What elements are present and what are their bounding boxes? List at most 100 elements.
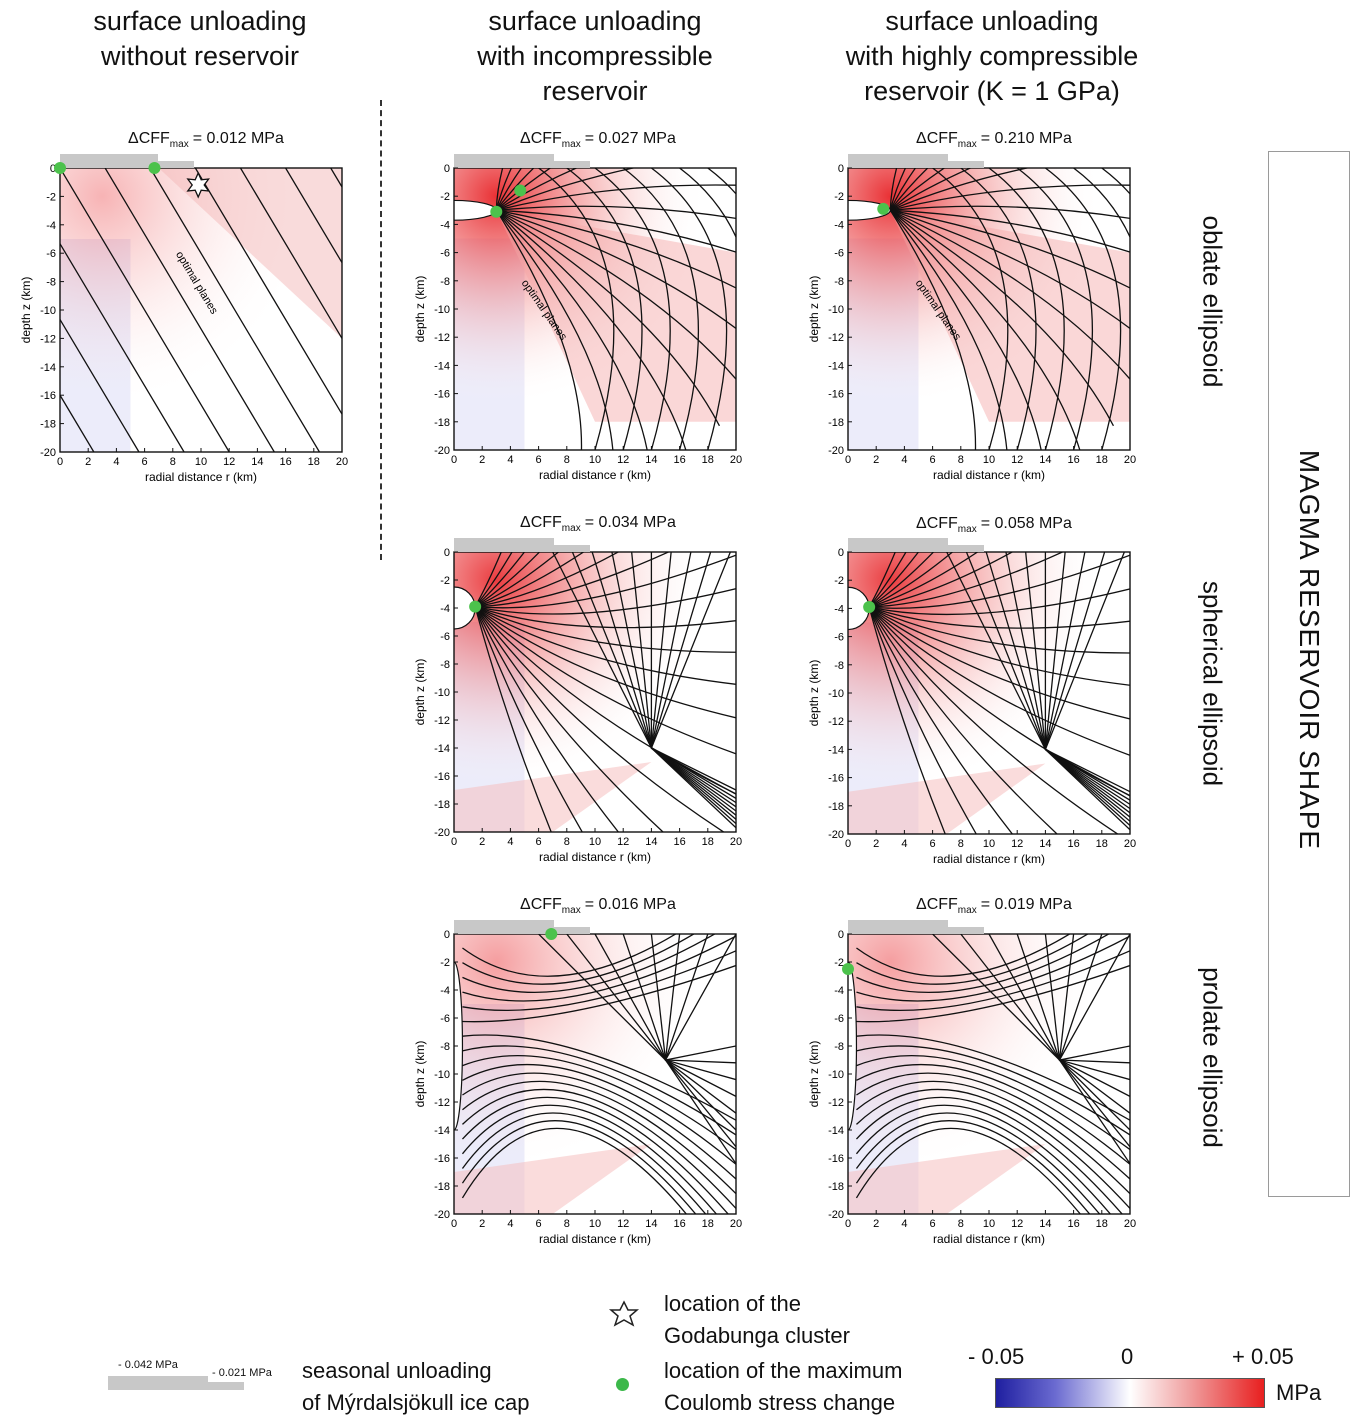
y-tick-label: -16	[828, 1153, 844, 1165]
ice-label-1: - 0.042 MPa	[118, 1359, 178, 1371]
y-tick-label: -20	[828, 1209, 844, 1221]
y-tick-label: -4	[834, 603, 844, 615]
x-tick-label: 16	[673, 454, 685, 466]
x-tick-label: 18	[1096, 1218, 1108, 1230]
y-axis-label: depth z (km)	[413, 276, 427, 343]
x-tick-label: 6	[930, 454, 936, 466]
column-separator	[380, 100, 382, 560]
godabunga-star-icon	[186, 171, 210, 199]
x-tick-label: 16	[673, 836, 685, 848]
y-tick-label: -10	[40, 305, 56, 317]
x-tick-label: 18	[702, 454, 714, 466]
cff-value: = 0.012 MPa	[192, 130, 284, 147]
cff-subscript: max	[957, 905, 977, 917]
row-label-spherical: spherical ellipsoid	[1197, 580, 1228, 787]
max-stress-dot	[863, 600, 876, 613]
max-stress-dot	[490, 205, 503, 218]
x-tick-label: 0	[451, 454, 457, 466]
y-tick-label: -16	[828, 773, 844, 785]
y-tick-label: -4	[440, 985, 450, 997]
column-title-no-reservoir: surface unloading without reservoir	[93, 6, 307, 71]
x-tick-label: 4	[901, 838, 907, 850]
x-tick-label: 14	[1039, 1218, 1051, 1230]
cff-subscript: max	[561, 905, 581, 917]
x-tick-label: 8	[170, 456, 176, 468]
x-tick-label: 18	[702, 1218, 714, 1230]
y-tick-label: -18	[434, 799, 450, 811]
cff-symbol: ΔCFF	[916, 896, 958, 913]
ice-load-bar-thin	[554, 927, 590, 934]
y-tick-label: -18	[40, 419, 56, 431]
max-stress-dot	[877, 202, 890, 215]
cff-subscript: max	[957, 139, 977, 151]
x-tick-label: 10	[589, 454, 601, 466]
cff-value: = 0.019 MPa	[980, 896, 1072, 913]
y-tick-label: -14	[828, 360, 844, 372]
y-tick-label: -2	[440, 575, 450, 587]
x-tick-label: 0	[451, 1218, 457, 1230]
ice-load-bar	[848, 920, 948, 934]
y-tick-label: -6	[440, 1013, 450, 1025]
ice-bar-thick	[108, 1376, 208, 1390]
y-tick-label: -12	[434, 332, 450, 344]
y-tick-label: -4	[834, 219, 844, 231]
colorbar	[995, 1378, 1265, 1408]
x-tick-label: 20	[1124, 838, 1136, 850]
y-tick-label: -2	[46, 191, 56, 203]
y-tick-label: -6	[834, 1013, 844, 1025]
colorbar-min-label: - 0.05	[968, 1344, 1025, 1369]
y-tick-label: -8	[440, 1041, 450, 1053]
cff-max-label: ΔCFFmax = 0.027 MPa	[520, 130, 676, 150]
y-tick-label: -16	[828, 389, 844, 401]
x-tick-label: 4	[507, 454, 513, 466]
x-tick-label: 10	[983, 838, 995, 850]
cff-value: = 0.016 MPa	[584, 896, 676, 913]
y-tick-label: -10	[434, 1069, 450, 1081]
y-tick-label: -20	[828, 829, 844, 841]
ice-label-2: - 0.021 MPa	[212, 1367, 272, 1379]
cff-max-label: ΔCFFmax = 0.034 MPa	[520, 514, 676, 534]
x-tick-label: 14	[251, 456, 263, 468]
y-tick-label: -6	[834, 632, 844, 644]
max-stress-dot	[54, 162, 66, 174]
max-stress-dot	[469, 600, 482, 613]
cff-symbol: ΔCFF	[520, 896, 562, 913]
x-tick-label: 4	[507, 1218, 513, 1230]
x-tick-label: 12	[1011, 454, 1023, 466]
x-tick-label: 18	[1096, 838, 1108, 850]
x-tick-label: 0	[845, 454, 851, 466]
y-tick-label: -2	[834, 957, 844, 969]
ice-load-bar-thin	[948, 927, 984, 934]
ice-load-bar-thin	[554, 545, 590, 552]
x-tick-label: 16	[673, 1218, 685, 1230]
x-axis-label: radial distance r (km)	[539, 850, 651, 864]
ice-load-bar-thin	[554, 161, 590, 168]
y-tick-label: -8	[834, 276, 844, 288]
x-tick-label: 20	[1124, 1218, 1136, 1230]
x-tick-label: 20	[730, 454, 742, 466]
x-tick-label: 10	[589, 1218, 601, 1230]
legend-ice-text: seasonal unloading of Mýrdalsjökull ice …	[302, 1358, 530, 1415]
cff-value: = 0.027 MPa	[584, 130, 676, 147]
y-tick-label: -4	[46, 220, 56, 232]
y-tick-label: -2	[834, 191, 844, 203]
stress-panel-prolate: 0 2 4 6 8 10 12 14 16 18 20 0 -2 -4 -6 -8 -10 -12 -14 -16 -1…	[413, 920, 742, 1246]
y-tick-label: -10	[828, 1069, 844, 1081]
y-tick-label: -18	[828, 1181, 844, 1193]
x-axis-label: radial distance r (km)	[539, 1232, 651, 1246]
x-tick-label: 0	[845, 1218, 851, 1230]
y-tick-label: -10	[434, 687, 450, 699]
x-tick-label: 2	[873, 454, 879, 466]
stress-panel-oblate: 0 2 4 6 8 10 12 14 16 18 20 0 -2 -4 -6 -8 -10 -12 -14 -16 -1…	[413, 154, 742, 482]
ice-load-bar	[848, 538, 948, 552]
y-tick-label: -16	[434, 771, 450, 783]
stress-panel-spherical: 0 2 4 6 8 10 12 14 16 18 20 0 -2 -4 -6 -8 -10 -12 -14 -16 -1…	[807, 538, 1136, 866]
cff-value: = 0.210 MPa	[980, 130, 1072, 147]
cff-symbol: ΔCFF	[520, 130, 562, 147]
row-label-prolate: prolate ellipsoid	[1197, 967, 1228, 1148]
y-tick-label: 0	[838, 163, 844, 175]
x-tick-label: 14	[645, 836, 657, 848]
y-tick-label: 0	[838, 547, 844, 559]
y-axis-label: depth z (km)	[807, 1041, 821, 1108]
y-tick-label: -6	[440, 248, 450, 260]
